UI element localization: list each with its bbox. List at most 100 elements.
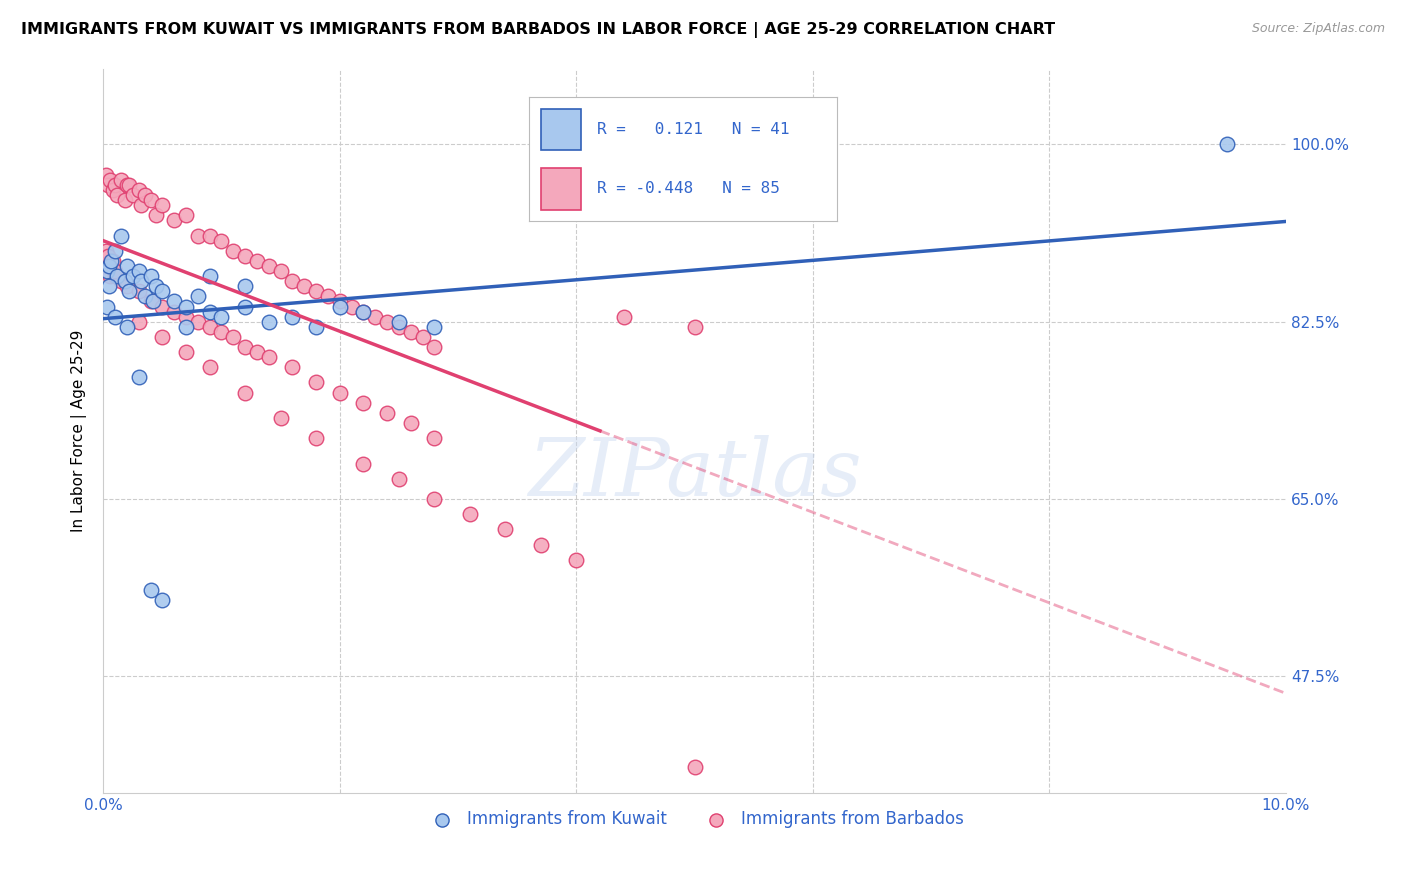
Point [174, 319, 197, 334]
Point [104, 264, 127, 278]
Point [233, 385, 256, 400]
Point [246, 345, 269, 359]
Point [305, 431, 328, 445]
Point [305, 285, 328, 299]
Point [198, 269, 221, 284]
Point [423, 431, 446, 445]
Point [270, 411, 292, 425]
Point [412, 330, 434, 344]
Point [329, 300, 352, 314]
Point [115, 259, 138, 273]
Point [98, 269, 121, 284]
Point [100, 254, 122, 268]
Point [104, 269, 127, 284]
Point [163, 304, 186, 318]
Point [98, 279, 121, 293]
Point [128, 285, 150, 299]
Point [187, 315, 209, 329]
Point [211, 325, 233, 339]
Point [352, 395, 374, 409]
Point [139, 583, 162, 598]
Point [222, 244, 245, 258]
Point [364, 310, 387, 324]
Point [104, 178, 127, 192]
Point [150, 330, 173, 344]
Point [150, 198, 173, 212]
Point [565, 552, 588, 566]
Point [101, 254, 124, 268]
Point [129, 274, 152, 288]
Text: ZIPatlas: ZIPatlas [527, 435, 862, 513]
Point [128, 370, 150, 384]
Point [352, 304, 374, 318]
Point [187, 228, 209, 243]
Point [163, 213, 186, 227]
Point [118, 178, 141, 192]
Point [494, 522, 516, 536]
Point [101, 183, 124, 197]
Point [96, 264, 118, 278]
Point [198, 360, 221, 375]
Point [1216, 137, 1239, 152]
Point [98, 259, 121, 273]
Point [104, 244, 127, 258]
Point [98, 173, 121, 187]
Point [246, 254, 269, 268]
Point [305, 319, 328, 334]
Point [292, 279, 315, 293]
Point [198, 228, 221, 243]
Point [134, 289, 156, 303]
Point [423, 319, 446, 334]
Point [174, 300, 197, 314]
Point [423, 491, 446, 506]
Point [145, 208, 167, 222]
Point [150, 300, 173, 314]
Point [399, 325, 422, 339]
Point [134, 188, 156, 202]
Point [94, 244, 117, 258]
Point [388, 319, 411, 334]
Point [97, 178, 120, 192]
Point [128, 264, 150, 278]
Legend: Immigrants from Kuwait, Immigrants from Barbados: Immigrants from Kuwait, Immigrants from … [418, 804, 972, 835]
Y-axis label: In Labor Force | Age 25-29: In Labor Force | Age 25-29 [72, 329, 87, 532]
Point [115, 279, 138, 293]
Point [139, 193, 162, 207]
Point [257, 259, 280, 273]
Point [211, 310, 233, 324]
Point [316, 289, 339, 303]
Point [233, 249, 256, 263]
Point [110, 274, 132, 288]
Point [96, 300, 118, 314]
Point [329, 385, 352, 400]
Point [329, 294, 352, 309]
Point [129, 198, 152, 212]
Point [198, 304, 221, 318]
Point [187, 289, 209, 303]
Point [257, 315, 280, 329]
Point [352, 457, 374, 471]
Point [115, 319, 138, 334]
Point [145, 279, 167, 293]
Point [233, 279, 256, 293]
Point [139, 294, 162, 309]
Point [128, 183, 150, 197]
Point [128, 315, 150, 329]
Point [388, 315, 411, 329]
Point [375, 315, 398, 329]
Point [107, 188, 129, 202]
Point [683, 760, 706, 774]
Point [163, 294, 186, 309]
Point [110, 228, 132, 243]
Point [118, 285, 141, 299]
Point [423, 340, 446, 354]
Point [222, 330, 245, 344]
Point [198, 319, 221, 334]
Point [114, 274, 136, 288]
Point [270, 264, 292, 278]
Point [613, 310, 636, 324]
Point [281, 310, 304, 324]
Point [174, 310, 197, 324]
Point [305, 376, 328, 390]
Point [281, 360, 304, 375]
